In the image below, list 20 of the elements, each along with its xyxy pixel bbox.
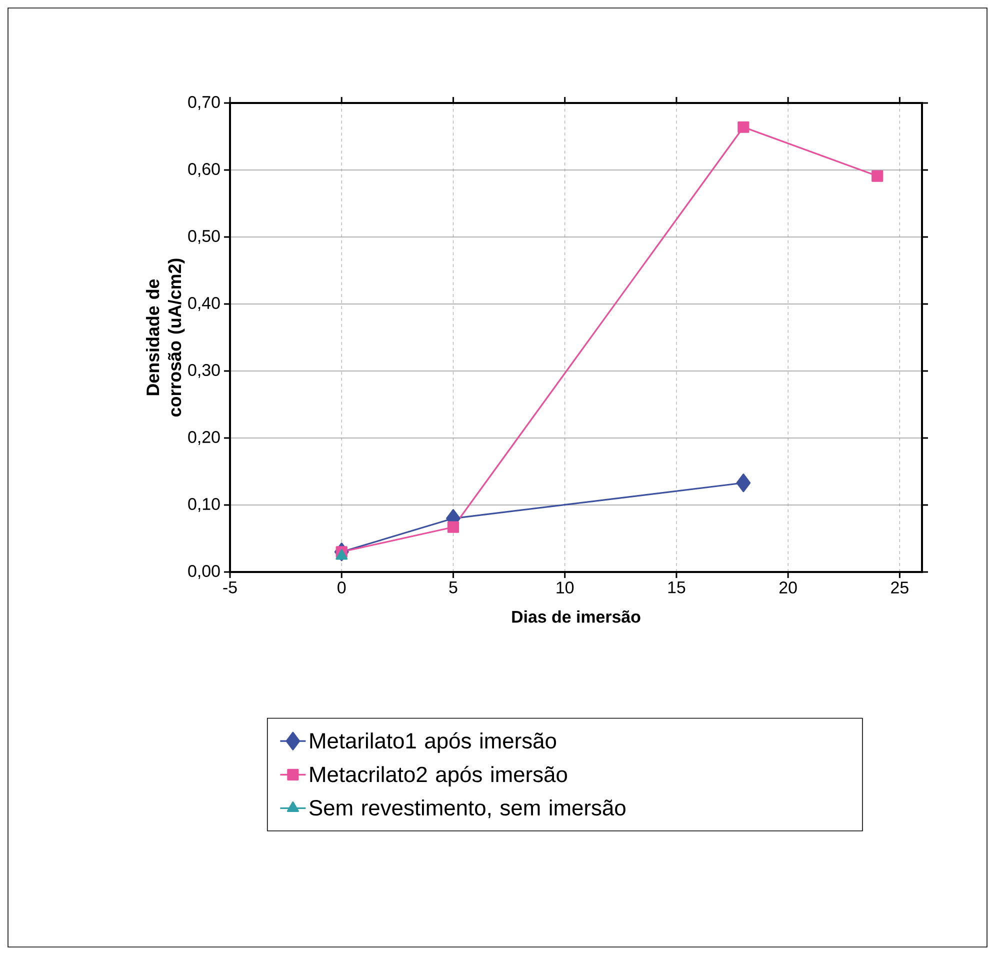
y-tick-label: 0,30: [188, 364, 220, 378]
x-tick-label: 5: [449, 582, 458, 594]
y-tick-label: 0,60: [188, 163, 220, 177]
y-tick-label: 0,20: [188, 431, 220, 445]
x-tick-label: 20: [780, 582, 797, 594]
y-tick-label: 0,40: [188, 297, 220, 311]
legend-label: Sem revestimento, sem imersão: [309, 799, 626, 818]
y-tick-label: 0,10: [188, 498, 220, 512]
legend-label: Metarilato1 após imersão: [310, 732, 556, 753]
y-tick-label: 0,50: [188, 230, 220, 244]
x-tick-label: 25: [891, 582, 908, 594]
y-axis-title: Densidade de corrosão (uA/cm2): [146, 258, 185, 417]
legend-label: Metacrilato2 após imersão: [310, 766, 567, 787]
x-tick-label: 15: [668, 582, 686, 594]
y-tick-label: 0,00: [188, 565, 220, 579]
x-tick-label: -5: [223, 582, 237, 594]
x-axis-title: Dias de imersão: [512, 610, 640, 623]
x-tick-label: 0: [338, 582, 346, 594]
x-tick-label: 10: [556, 582, 574, 594]
y-tick-label: 0,70: [188, 96, 220, 110]
